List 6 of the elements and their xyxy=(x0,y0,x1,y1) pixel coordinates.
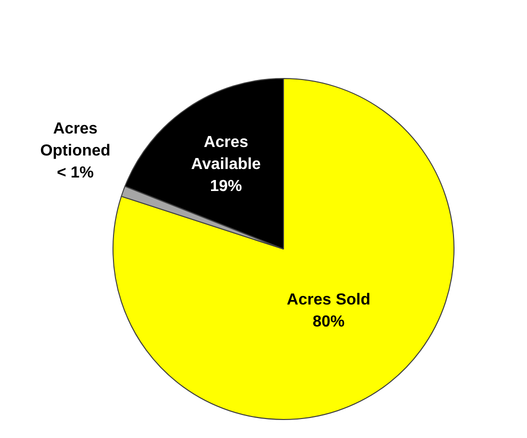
slice-label: Acres Sold xyxy=(286,291,370,308)
data-label: 80% xyxy=(312,313,345,330)
data-label: < 1% xyxy=(56,164,94,182)
slice-label: Acres Available xyxy=(191,134,261,173)
slice-label: Acres Optioned xyxy=(40,120,110,160)
data-label: 19% xyxy=(210,178,242,195)
